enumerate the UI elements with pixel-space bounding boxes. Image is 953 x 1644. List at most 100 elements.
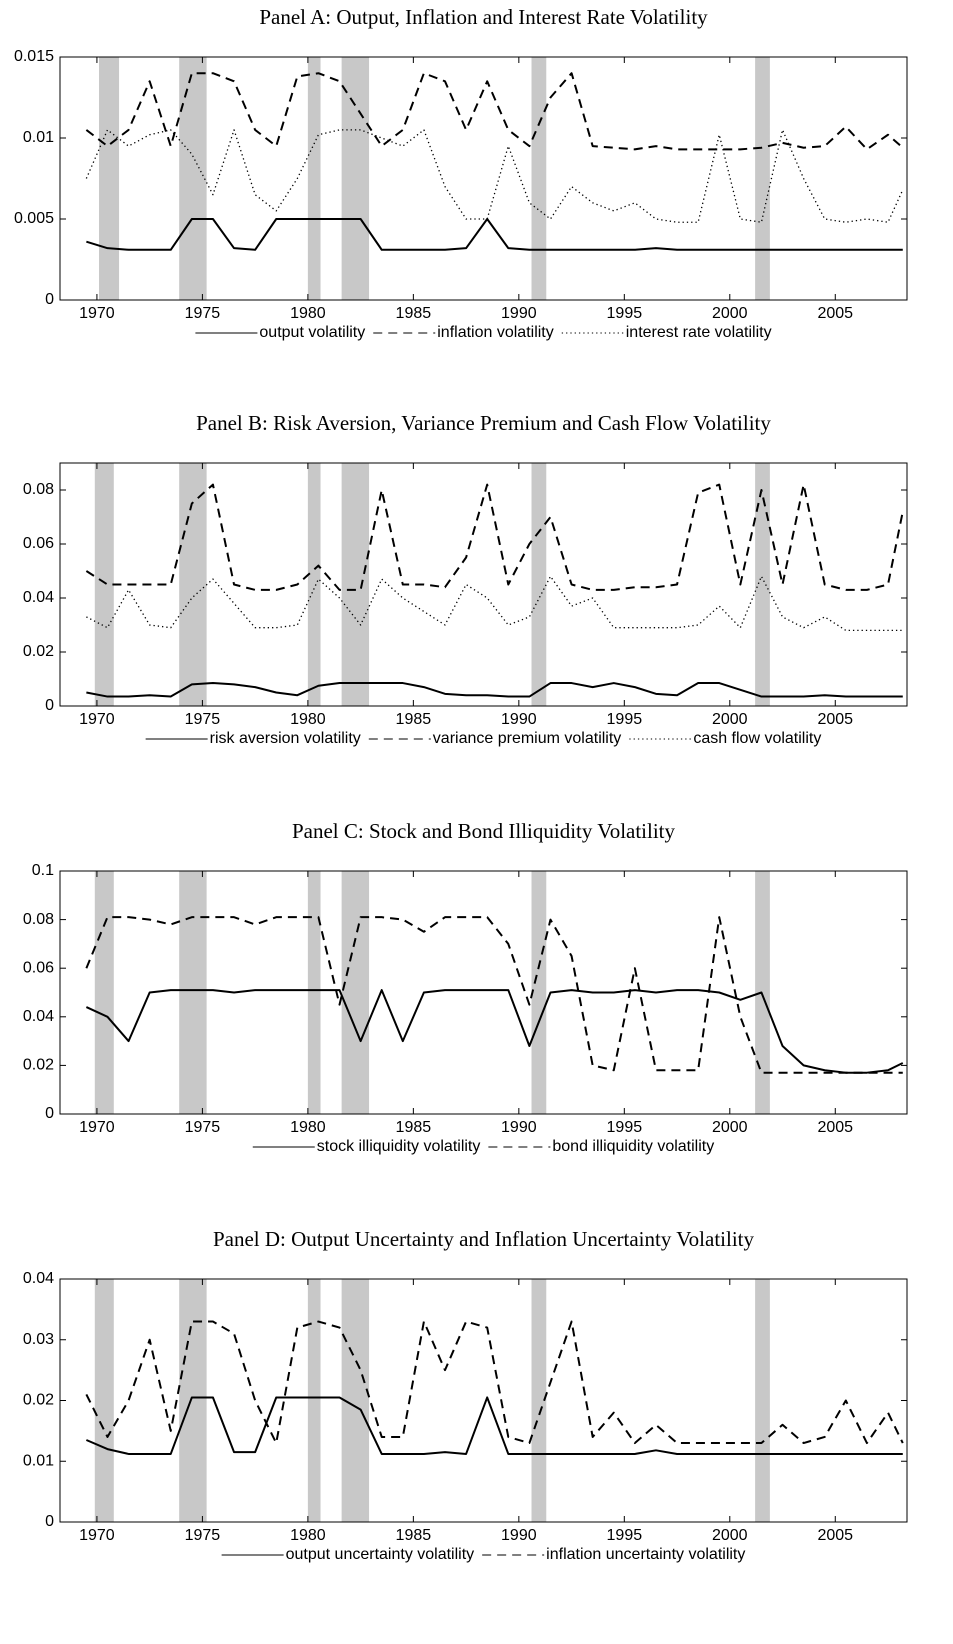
recession-band <box>755 1279 770 1522</box>
panel: Panel B: Risk Aversion, Variance Premium… <box>23 411 908 747</box>
legend: output uncertainty volatility inflation u… <box>221 1546 745 1563</box>
x-tick-label: 1990 <box>501 1119 537 1136</box>
x-tick-label: 1975 <box>185 711 221 728</box>
recession-band <box>179 871 207 1114</box>
y-tick-label: 0.005 <box>14 210 54 227</box>
x-tick-label: 2005 <box>817 1527 853 1544</box>
y-tick-label: 0 <box>45 291 54 308</box>
legend-label: stock illiquidity volatility <box>317 1138 481 1155</box>
x-tick-label: 1995 <box>607 305 643 322</box>
recession-band <box>179 463 207 706</box>
x-tick-label: 1995 <box>607 1119 643 1136</box>
x-tick-label: 1970 <box>79 305 115 322</box>
recession-band <box>94 463 114 706</box>
y-tick-label: 0 <box>45 1105 54 1122</box>
series-line <box>86 682 903 698</box>
legend-label: bond illiquidity volatility <box>552 1138 714 1155</box>
x-tick-label: 1980 <box>290 1119 326 1136</box>
recession-band <box>341 871 370 1114</box>
legend-label: cash flow volatility <box>693 730 821 747</box>
panel: Panel A: Output, Inflation and Interest … <box>14 5 908 341</box>
x-tick-label: 1995 <box>607 1527 643 1544</box>
x-tick-label: 1985 <box>396 1119 432 1136</box>
recession-band <box>94 871 114 1114</box>
x-tick-label: 1980 <box>290 1527 326 1544</box>
y-tick-label: 0.06 <box>23 535 54 552</box>
recession-band <box>99 57 120 300</box>
legend-label: inflation uncertainty volatility <box>546 1546 745 1563</box>
legend: output volatility inflation volatility int… <box>195 324 772 341</box>
series-line <box>86 218 903 251</box>
chart-title: Panel B: Risk Aversion, Variance Premium… <box>196 411 771 435</box>
legend-label: variance premium volatility <box>433 730 622 747</box>
plot-frame <box>59 1278 908 1523</box>
recession-band <box>179 1279 207 1522</box>
x-tick-label: 1985 <box>396 305 432 322</box>
x-tick-label: 1990 <box>501 305 537 322</box>
chart-title: Panel C: Stock and Bond Illiquidity Vola… <box>292 819 676 843</box>
legend-label: inflation volatility <box>437 324 554 341</box>
series-line <box>85 483 904 591</box>
x-tick-label: 1990 <box>501 711 537 728</box>
recession-band <box>531 1279 547 1522</box>
y-tick-label: 0.08 <box>23 481 54 498</box>
chart-title: Panel A: Output, Inflation and Interest … <box>259 5 708 29</box>
x-tick-label: 1995 <box>607 711 643 728</box>
legend-label: risk aversion volatility <box>210 730 361 747</box>
plot-frame <box>59 56 908 301</box>
series-line <box>85 1320 904 1445</box>
y-tick-label: 0.1 <box>32 862 54 879</box>
legend: stock illiquidity volatility bond illiqui… <box>252 1138 714 1155</box>
legend-label: output volatility <box>259 324 365 341</box>
recession-band <box>755 57 770 300</box>
recession-band <box>531 57 547 300</box>
x-tick-label: 1975 <box>185 1119 221 1136</box>
y-tick-label: 0.04 <box>23 589 54 606</box>
x-tick-label: 2000 <box>712 711 748 728</box>
recession-band <box>531 463 547 706</box>
recession-band <box>531 871 547 1114</box>
recession-band <box>307 57 321 300</box>
plot-frame <box>59 870 908 1115</box>
series-line <box>86 575 903 632</box>
x-tick-label: 1970 <box>79 1527 115 1544</box>
plot-frame <box>59 462 908 707</box>
recession-band <box>94 1279 114 1522</box>
x-tick-label: 1970 <box>79 1119 115 1136</box>
y-tick-label: 0.04 <box>23 1008 54 1025</box>
recession-band <box>341 463 370 706</box>
chart-title: Panel D: Output Uncertainty and Inflatio… <box>213 1227 755 1251</box>
recession-band <box>307 871 321 1114</box>
series-line <box>85 989 904 1074</box>
x-tick-label: 1980 <box>290 305 326 322</box>
y-tick-label: 0.04 <box>23 1270 54 1287</box>
x-tick-label: 1975 <box>185 1527 221 1544</box>
recession-band <box>307 463 321 706</box>
y-tick-label: 0.02 <box>23 643 54 660</box>
series-line <box>85 72 904 151</box>
y-tick-label: 0 <box>45 697 54 714</box>
y-tick-label: 0.01 <box>23 1452 54 1469</box>
panel: Panel D: Output Uncertainty and Inflatio… <box>23 1227 908 1563</box>
series-line <box>85 916 903 1074</box>
x-tick-label: 1990 <box>501 1527 537 1544</box>
series-line <box>85 1396 903 1455</box>
x-tick-label: 1985 <box>396 1527 432 1544</box>
y-tick-label: 0 <box>45 1513 54 1530</box>
legend-label: output uncertainty volatility <box>286 1546 475 1563</box>
x-tick-label: 2000 <box>712 305 748 322</box>
recession-band <box>341 57 370 300</box>
x-tick-label: 2000 <box>712 1119 748 1136</box>
x-tick-label: 2000 <box>712 1527 748 1544</box>
x-tick-label: 2005 <box>817 305 853 322</box>
x-tick-label: 2005 <box>817 1119 853 1136</box>
y-tick-label: 0.02 <box>23 1392 54 1409</box>
y-tick-label: 0.03 <box>23 1331 54 1348</box>
y-tick-label: 0.02 <box>23 1057 54 1074</box>
x-tick-label: 1970 <box>79 711 115 728</box>
y-tick-label: 0.06 <box>23 959 54 976</box>
x-tick-label: 2005 <box>817 711 853 728</box>
series-line <box>85 129 904 223</box>
recession-band <box>179 57 207 300</box>
